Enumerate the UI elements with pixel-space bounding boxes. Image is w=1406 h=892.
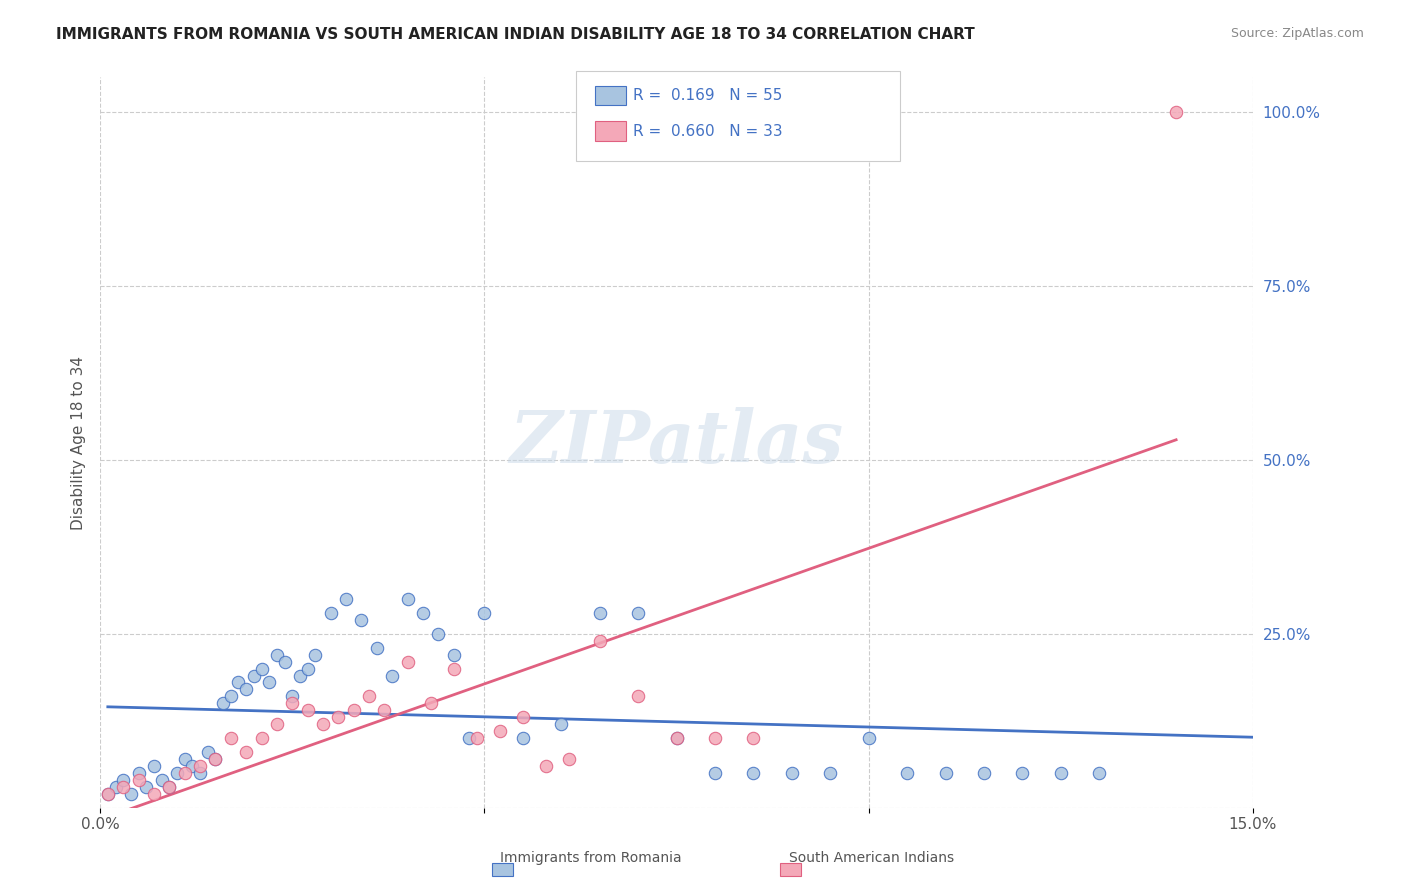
Point: [219, 690, 242, 704]
Y-axis label: Disability Age 18 to 34: Disability Age 18 to 34: [72, 356, 86, 530]
Point: [135, 780, 157, 794]
Point: [1166, 105, 1188, 120]
Point: [181, 759, 204, 773]
Point: [896, 765, 918, 780]
Point: [297, 662, 319, 676]
Point: [204, 752, 226, 766]
Point: [627, 690, 650, 704]
Point: [589, 606, 612, 620]
Point: [396, 655, 419, 669]
Point: [142, 787, 165, 801]
Text: Source: ZipAtlas.com: Source: ZipAtlas.com: [1230, 27, 1364, 40]
Point: [250, 731, 273, 746]
Point: [150, 772, 173, 787]
Point: [204, 752, 226, 766]
Point: [112, 772, 135, 787]
Point: [104, 780, 127, 794]
Point: [335, 592, 357, 607]
Point: [465, 731, 488, 746]
Point: [157, 780, 180, 794]
Point: [589, 633, 612, 648]
Text: South American Indians: South American Indians: [789, 851, 955, 865]
Point: [97, 787, 120, 801]
Point: [488, 724, 510, 739]
Point: [128, 765, 150, 780]
Point: [1011, 765, 1033, 780]
Point: [197, 745, 219, 759]
Point: [512, 731, 534, 746]
Point: [427, 627, 450, 641]
Point: [742, 765, 765, 780]
Point: [257, 675, 280, 690]
Point: [973, 765, 995, 780]
Point: [297, 703, 319, 717]
Point: [373, 703, 395, 717]
Point: [704, 765, 727, 780]
Point: [1050, 765, 1073, 780]
Point: [665, 731, 688, 746]
Point: [704, 731, 727, 746]
Point: [512, 710, 534, 724]
Point: [419, 697, 441, 711]
Point: [359, 690, 381, 704]
Point: [142, 759, 165, 773]
Point: [228, 675, 250, 690]
Text: R =  0.169   N = 55: R = 0.169 N = 55: [633, 88, 782, 103]
Point: [266, 717, 288, 731]
Point: [534, 759, 557, 773]
Point: [742, 731, 765, 746]
Point: [935, 765, 957, 780]
Point: [273, 655, 295, 669]
Point: [820, 765, 842, 780]
Point: [288, 668, 311, 682]
Point: [212, 697, 235, 711]
Point: [858, 731, 880, 746]
Point: [219, 731, 242, 746]
Point: [266, 648, 288, 662]
Point: [458, 731, 481, 746]
Text: ZIPatlas: ZIPatlas: [509, 407, 844, 478]
Point: [120, 787, 142, 801]
Point: [366, 640, 388, 655]
Point: [235, 682, 257, 697]
Point: [1088, 765, 1111, 780]
Point: [350, 613, 373, 627]
Point: [235, 745, 257, 759]
Point: [243, 668, 266, 682]
Text: R =  0.660   N = 33: R = 0.660 N = 33: [633, 124, 782, 138]
Point: [665, 731, 688, 746]
Point: [381, 668, 404, 682]
Point: [319, 606, 342, 620]
Point: [396, 592, 419, 607]
Point: [166, 765, 188, 780]
Point: [558, 752, 581, 766]
Point: [304, 648, 326, 662]
Point: [343, 703, 366, 717]
Point: [780, 765, 803, 780]
Point: [250, 662, 273, 676]
Point: [157, 780, 180, 794]
Point: [474, 606, 496, 620]
Point: [281, 697, 304, 711]
Point: [328, 710, 350, 724]
Point: [412, 606, 434, 620]
Point: [112, 780, 135, 794]
Point: [128, 772, 150, 787]
Point: [97, 787, 120, 801]
Text: IMMIGRANTS FROM ROMANIA VS SOUTH AMERICAN INDIAN DISABILITY AGE 18 TO 34 CORRELA: IMMIGRANTS FROM ROMANIA VS SOUTH AMERICA…: [56, 27, 974, 42]
Point: [312, 717, 335, 731]
Point: [443, 648, 465, 662]
Point: [173, 765, 195, 780]
Point: [443, 662, 465, 676]
Point: [173, 752, 195, 766]
Point: [281, 690, 304, 704]
Point: [627, 606, 650, 620]
Text: Immigrants from Romania: Immigrants from Romania: [499, 851, 682, 865]
Point: [188, 759, 211, 773]
Point: [188, 765, 211, 780]
Point: [550, 717, 572, 731]
